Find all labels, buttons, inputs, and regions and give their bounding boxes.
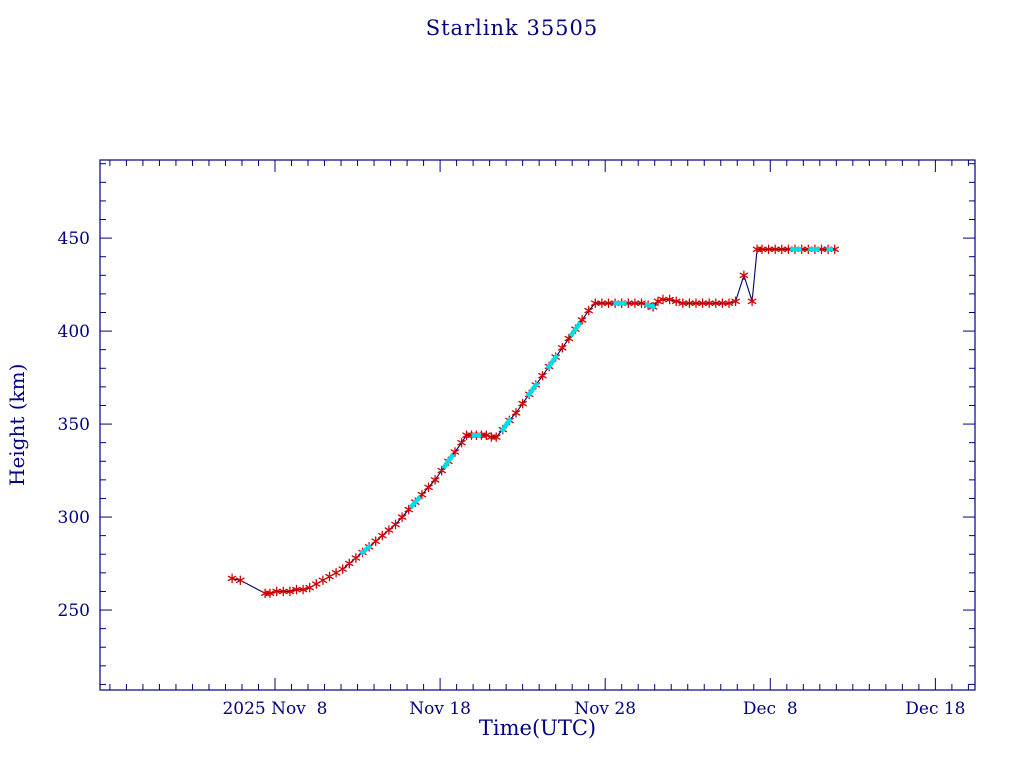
y-tick-label: 450: [58, 229, 90, 249]
x-axis-label: Time(UTC): [478, 716, 597, 740]
highlight-segments: [359, 247, 833, 556]
axes-frame: [99, 159, 976, 691]
axis-ticks: [100, 160, 975, 690]
chart-title: Starlink 35505: [425, 16, 599, 40]
data-point-markers: [227, 244, 839, 599]
x-tick-label: Nov 28: [574, 699, 636, 719]
x-tick-label: Dec 18: [905, 699, 965, 719]
x-tick-label: 2025 Nov 8: [222, 699, 327, 719]
y-tick-label: 400: [58, 322, 90, 342]
x-tick-label: Nov 18: [409, 699, 471, 719]
x-tick-label: Dec 8: [743, 699, 798, 719]
y-tick-label: 300: [58, 508, 90, 528]
y-tick-label: 250: [58, 601, 90, 621]
y-tick-label: 350: [58, 415, 90, 435]
series-line: [231, 248, 835, 594]
tick-labels: 250 300 350 400 450 2025 Nov 8 Nov 18 Nov 28 Dec…: [58, 229, 966, 719]
